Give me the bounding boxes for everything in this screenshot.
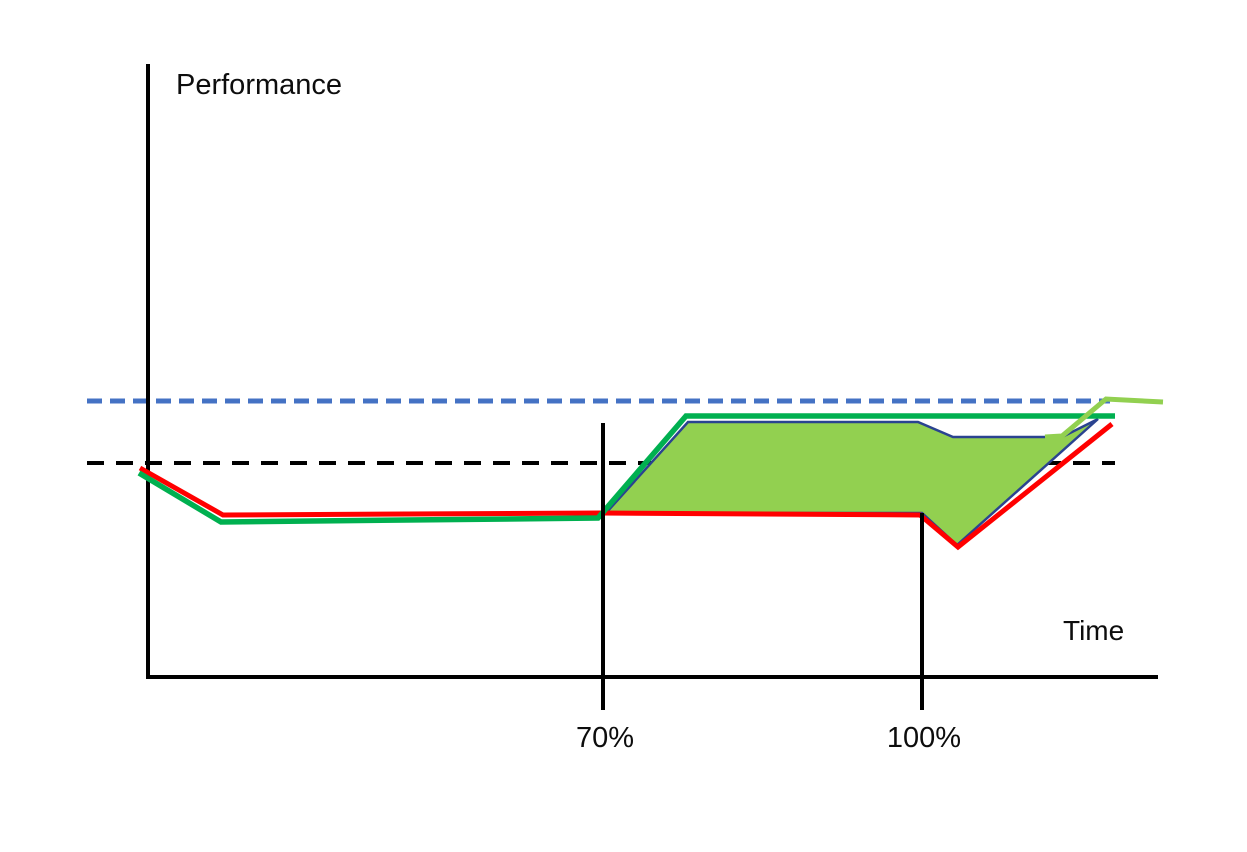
area-layer [603, 417, 1099, 547]
x-tick-label-100-percent: 100% [886, 722, 962, 754]
y-axis-title: Performance [176, 69, 343, 101]
light-green-line [1044, 396, 1164, 440]
x-axis-title: Time [1063, 615, 1125, 646]
red-line [138, 422, 1114, 551]
x-tick-label-70-percent: 70% [575, 722, 635, 754]
series-layer [137, 396, 1164, 551]
marker-lines-layer [601, 423, 924, 710]
gain-area [603, 417, 1099, 547]
axes-layer [146, 64, 1158, 679]
dark-green-line [137, 413, 1115, 525]
